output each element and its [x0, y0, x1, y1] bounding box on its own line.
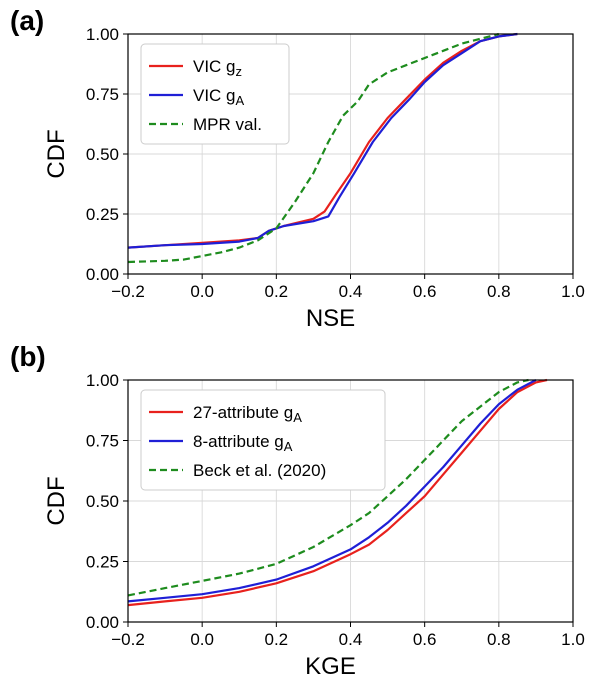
chart-panel-a: (a) −0.2 0.0 0.2 0.4 0.6 0.8 1.0 0.00 0.25 0.50 0.7…	[10, 5, 585, 332]
legend: VIC gz VIC gA MPR val.	[140, 43, 290, 145]
x-tick-label: 1.0	[561, 282, 585, 301]
x-tick-label: 0.4	[339, 282, 363, 301]
x-tick-label: 0.6	[413, 630, 437, 649]
x-tick-label: 0.2	[265, 282, 289, 301]
plot-frame	[127, 379, 574, 623]
x-tick-label: 0.0	[190, 282, 214, 301]
y-tick-label: 0.50	[86, 145, 119, 164]
legend-entry-2: 8-attribute gA	[193, 432, 293, 454]
y-tick-label: 0.75	[86, 85, 119, 104]
x-tick-label: −0.2	[111, 282, 145, 301]
legend-box	[140, 389, 386, 491]
series-line-3	[127, 378, 529, 597]
legend-entry-3: Beck et al. (2020)	[193, 461, 326, 480]
y-tick-label: 0.25	[86, 205, 119, 224]
x-tick-label: 0.4	[339, 630, 363, 649]
y-axis-label: CDF	[43, 476, 70, 525]
x-tick-label: −0.2	[111, 630, 145, 649]
chart-panel-b: (b) −0.2 0.0 0.2 0.4 0.6 0.8 1.0 0.00 0.25 0.50 0.7…	[10, 341, 585, 679]
y-axis-label: CDF	[43, 129, 70, 178]
x-tick-label: 0.8	[487, 630, 511, 649]
y-tick-label: 1.00	[86, 371, 119, 390]
y-tick-label: 0.25	[86, 553, 119, 572]
legend-box	[140, 43, 290, 145]
y-tick-label: 0.75	[86, 432, 119, 451]
legend-entry-1: VIC gz	[193, 57, 242, 79]
series-line-1	[127, 378, 548, 607]
panel-label: (a)	[10, 5, 44, 36]
y-tick-label: 0.50	[86, 492, 119, 511]
x-tick-label: 0.2	[265, 630, 289, 649]
panel-label: (b)	[10, 341, 46, 372]
series-line-3	[127, 32, 500, 264]
legend-entry-1: 27-attribute gA	[193, 403, 302, 425]
x-tick-label: 0.6	[413, 282, 437, 301]
y-tick-label: 1.00	[86, 25, 119, 44]
y-tick-label: 0.00	[86, 265, 119, 284]
series-line-2	[127, 32, 518, 249]
series-line-2	[127, 379, 537, 603]
legend: 27-attribute gA 8-attribute gA Beck et al.…	[140, 389, 386, 491]
x-tick-label: 1.0	[561, 630, 585, 649]
y-tick-label: 0.00	[86, 613, 119, 632]
plot-frame	[127, 33, 574, 275]
x-axis-label: KGE	[305, 653, 356, 674]
x-tick-label: 0.0	[190, 630, 214, 649]
legend-entry-3: MPR val.	[193, 115, 262, 134]
x-axis-label: NSE	[306, 305, 355, 332]
x-tick-label: 0.8	[487, 282, 511, 301]
legend-entry-2: VIC gA	[193, 86, 245, 108]
